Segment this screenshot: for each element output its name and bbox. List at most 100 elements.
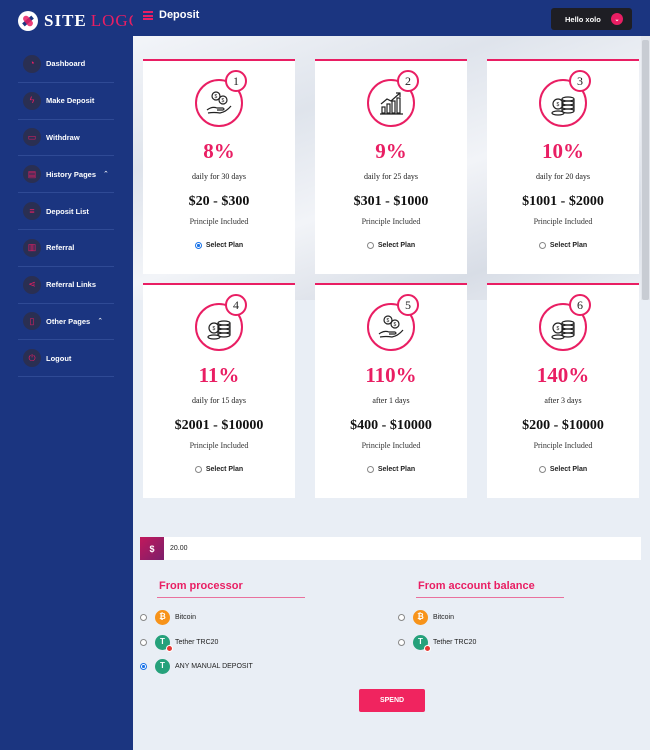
- hamburger-menu-icon[interactable]: [143, 11, 153, 20]
- radio-button[interactable]: [398, 638, 405, 646]
- svg-text:$: $: [387, 318, 390, 324]
- payment-option-tether-trc20[interactable]: T Tether TRC20: [140, 634, 218, 652]
- radio-button[interactable]: [366, 242, 374, 249]
- plan-card[interactable]: $6 140% after 3 days $200 - $10000 Principle…: [487, 283, 639, 498]
- select-plan-radio[interactable]: Select Plan: [315, 242, 467, 249]
- select-plan-label: Select Plan: [549, 242, 588, 249]
- radio-button[interactable]: [194, 242, 202, 249]
- select-plan-radio[interactable]: Select Plan: [143, 242, 295, 249]
- svg-text:$: $: [394, 322, 397, 328]
- svg-text:$: $: [213, 326, 216, 332]
- growth-chart-icon: [367, 79, 415, 127]
- plan-card[interactable]: $3 10% daily for 20 days $1001 - $2000 Princ…: [487, 59, 639, 274]
- radio-button[interactable]: [140, 613, 147, 621]
- list-icon: ≡: [23, 202, 41, 221]
- plan-principle: Principle Included: [361, 441, 421, 450]
- hand-coins-icon: $ $: [367, 303, 415, 351]
- select-plan-radio[interactable]: Select Plan: [487, 242, 639, 249]
- processor-divider: [157, 597, 305, 598]
- sidebar-item-deposit-list[interactable]: ≡ Deposit List: [18, 193, 114, 230]
- sidebar-item-referral-links[interactable]: ⋖ Referral Links: [18, 267, 114, 304]
- plan-principle: Principle Included: [189, 441, 249, 450]
- sidebar-item-label: Deposit List: [46, 206, 89, 216]
- payment-option-bitcoin[interactable]: ₿ Bitcoin: [140, 609, 196, 625]
- plan-principle: Principle Included: [361, 217, 421, 226]
- select-plan-radio[interactable]: Select Plan: [487, 466, 639, 473]
- share-icon: ⋖: [23, 275, 41, 294]
- payment-option-tether-trc20[interactable]: T Tether TRC20: [398, 634, 476, 652]
- sidebar-item-make-deposit[interactable]: ϟ Make Deposit: [18, 83, 114, 120]
- plan-card[interactable]: $ $5 110% after 1 days $400 - $10000 Principl…: [315, 283, 467, 498]
- plan-period: daily for 20 days: [536, 172, 590, 181]
- plan-period: after 1 days: [372, 396, 410, 405]
- svg-text:$: $: [215, 94, 218, 100]
- sidebar-item-label: History Pages: [46, 169, 97, 179]
- sidebar-item-label: Referral Links: [46, 280, 97, 290]
- sidebar-item-label: Dashboard: [46, 59, 86, 69]
- trc20-badge-icon: [166, 644, 173, 652]
- plan-period: daily for 30 days: [192, 172, 246, 181]
- sidebar: SITE LOGO ◔ Dashboard ϟ Make Deposit ▭ Withdra…: [0, 0, 141, 750]
- plan-percent: 8%: [203, 139, 235, 163]
- plan-percent: 10%: [542, 139, 584, 163]
- plan-card[interactable]: $4 11% daily for 15 days $2001 - $10000 Prin…: [143, 283, 295, 498]
- select-plan-label: Select Plan: [205, 242, 244, 249]
- hand-coins-icon: $ $: [195, 79, 243, 127]
- sidebar-item-referral[interactable]: ▥ Referral: [18, 230, 114, 267]
- sidebar-item-withdraw[interactable]: ▭ Withdraw: [18, 120, 114, 157]
- plan-principle: Principle Included: [189, 217, 249, 226]
- radio-button[interactable]: [140, 662, 147, 670]
- plan-range: $2001 - $10000: [174, 418, 264, 433]
- chevron-up-icon: ⌃: [103, 171, 109, 179]
- dollar-icon: $: [140, 537, 164, 560]
- payment-option-label: Bitcoin: [175, 613, 197, 621]
- select-plan-radio[interactable]: Select Plan: [315, 466, 467, 473]
- bitcoin-icon: ₿: [155, 609, 170, 625]
- select-plan-radio[interactable]: Select Plan: [143, 466, 295, 473]
- balance-section-title: From account balance: [418, 580, 535, 592]
- logo-logo-text: LOGO: [90, 11, 142, 30]
- page-title: Deposit: [159, 9, 200, 21]
- payment-option-label: ANY MANUAL DEPOSIT: [175, 662, 253, 670]
- payment-option-label: Bitcoin: [433, 613, 455, 621]
- site-logo[interactable]: SITE LOGO: [18, 10, 142, 32]
- sidebar-item-label: Logout: [46, 353, 72, 363]
- radio-button[interactable]: [538, 466, 546, 473]
- payment-option-bitcoin[interactable]: ₿ Bitcoin: [398, 609, 454, 625]
- radio-button[interactable]: [194, 466, 202, 473]
- radio-button[interactable]: [398, 613, 405, 621]
- sidebar-item-dashboard[interactable]: ◔ Dashboard: [18, 46, 114, 83]
- sidebar-item-label: Make Deposit: [46, 96, 95, 106]
- plan-period: daily for 15 days: [192, 396, 246, 405]
- amount-input[interactable]: [164, 537, 641, 560]
- plan-range: $301 - $1000: [353, 194, 429, 209]
- sidebar-item-other-pages[interactable]: ▯ Other Pages ⌃: [18, 304, 114, 341]
- sidebar-item-logout[interactable]: ⏻ Logout: [18, 340, 114, 378]
- chevron-down-icon: ⌄: [611, 13, 623, 25]
- sidebar-item-history-pages[interactable]: ▤ History Pages ⌃: [18, 156, 114, 194]
- bookmark-icon: ▯: [23, 312, 41, 331]
- plan-card[interactable]: $ $1 8% daily for 30 days $20 - $300 Principl…: [143, 59, 295, 274]
- bar-chart-icon: ▥: [23, 238, 41, 257]
- radio-button[interactable]: [538, 242, 546, 249]
- plan-card[interactable]: 2 9% daily for 25 days $301 - $1000 Principl…: [315, 59, 467, 274]
- spend-button[interactable]: SPEND: [359, 689, 425, 712]
- payment-option-any-manual-deposit[interactable]: T ANY MANUAL DEPOSIT: [140, 658, 253, 674]
- plan-percent: 110%: [365, 363, 417, 387]
- plan-principle: Principle Included: [533, 441, 593, 450]
- processor-section-title: From processor: [159, 580, 243, 592]
- select-plan-label: Select Plan: [377, 242, 416, 249]
- plan-range: $200 - $10000: [522, 418, 604, 433]
- user-menu-label: Hello xolo: [565, 14, 601, 24]
- plan-percent: 9%: [375, 139, 407, 163]
- plan-range: $1001 - $2000: [522, 194, 604, 209]
- plan-range: $400 - $10000: [350, 418, 432, 433]
- bitcoin-icon: ₿: [413, 609, 428, 625]
- plan-number-badge: 6: [569, 294, 591, 316]
- scrollbar-thumb[interactable]: [642, 40, 649, 300]
- document-icon: ▤: [23, 165, 41, 184]
- user-menu-button[interactable]: Hello xolo ⌄: [551, 8, 632, 30]
- tether-icon: T: [413, 634, 431, 652]
- radio-button[interactable]: [366, 466, 374, 473]
- radio-button[interactable]: [140, 638, 147, 646]
